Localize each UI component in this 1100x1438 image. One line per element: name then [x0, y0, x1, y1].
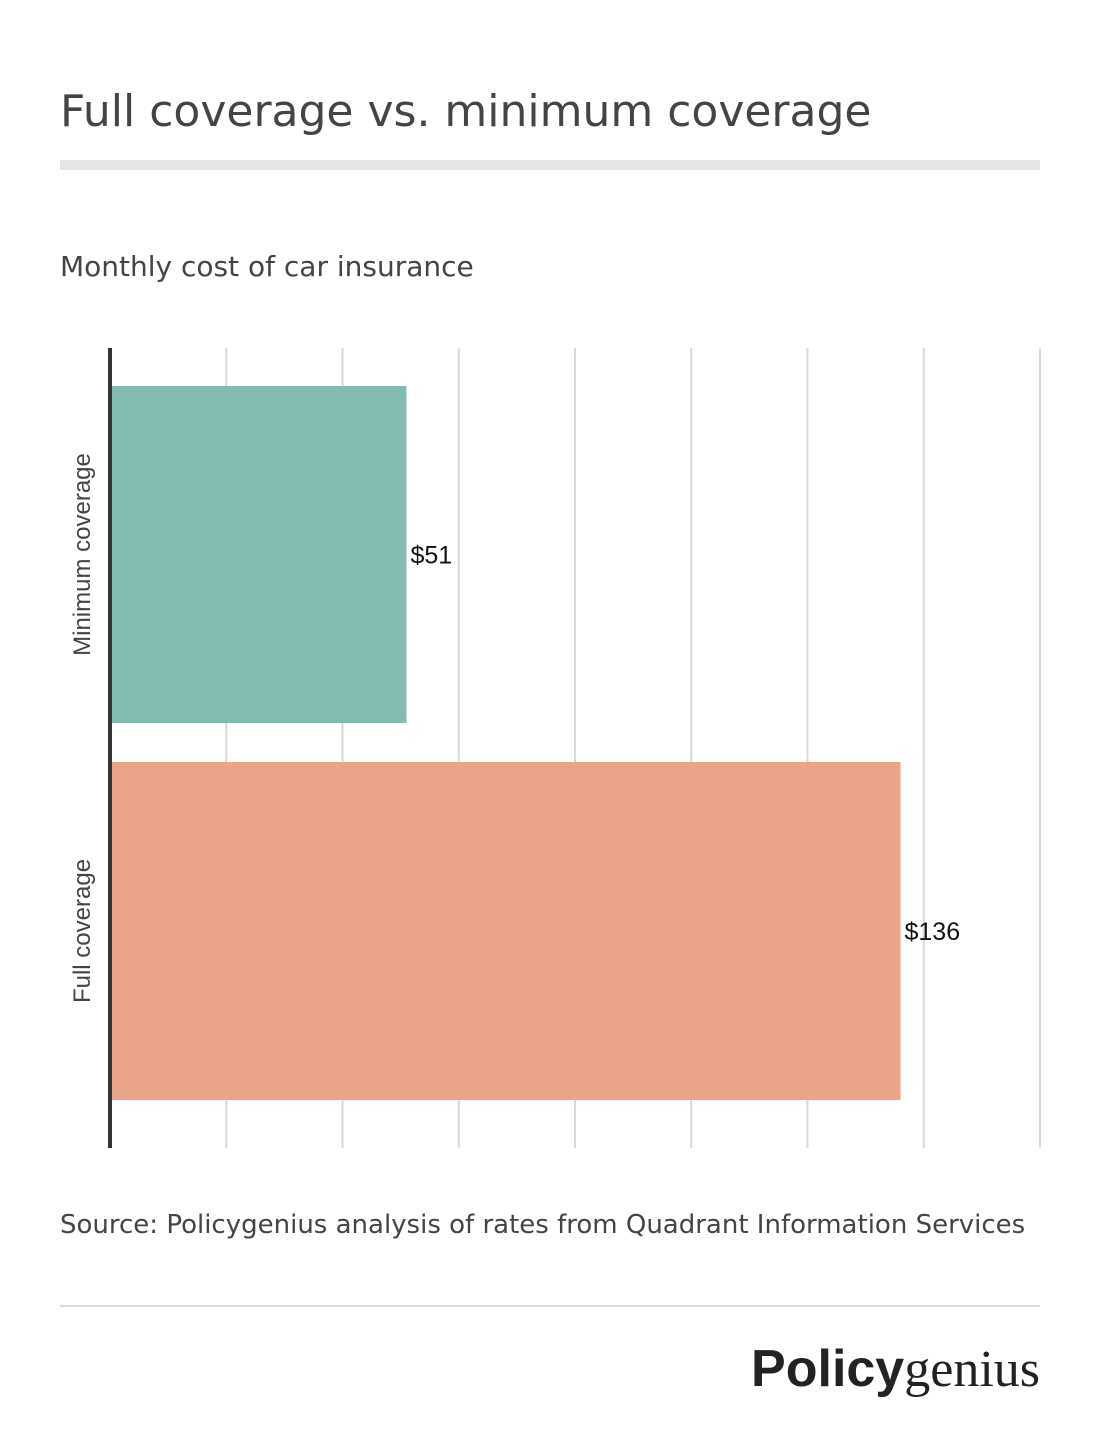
chart-title: Full coverage vs. minimum coverage [60, 86, 872, 137]
footer-divider [60, 1305, 1040, 1307]
logo-bold-text: Policy [751, 1340, 904, 1398]
title-divider [60, 160, 1040, 170]
value-label-2: $136 [905, 918, 961, 946]
bar-minimum-coverage [110, 386, 407, 723]
bar-full-coverage [110, 762, 901, 1100]
category-label-2: Full coverage [69, 859, 96, 1003]
source-note: Source: Policygenius analysis of rates f… [60, 1210, 1026, 1240]
policygenius-logo: Policygenius [751, 1340, 1040, 1398]
svg-text:Policygenius: Policygenius [751, 1340, 1040, 1398]
category-label-1: Minimum coverage [69, 453, 96, 656]
chart-subtitle: Monthly cost of car insurance [60, 250, 474, 283]
logo-light-text: genius [904, 1341, 1040, 1398]
value-label-1: $51 [410, 542, 452, 570]
